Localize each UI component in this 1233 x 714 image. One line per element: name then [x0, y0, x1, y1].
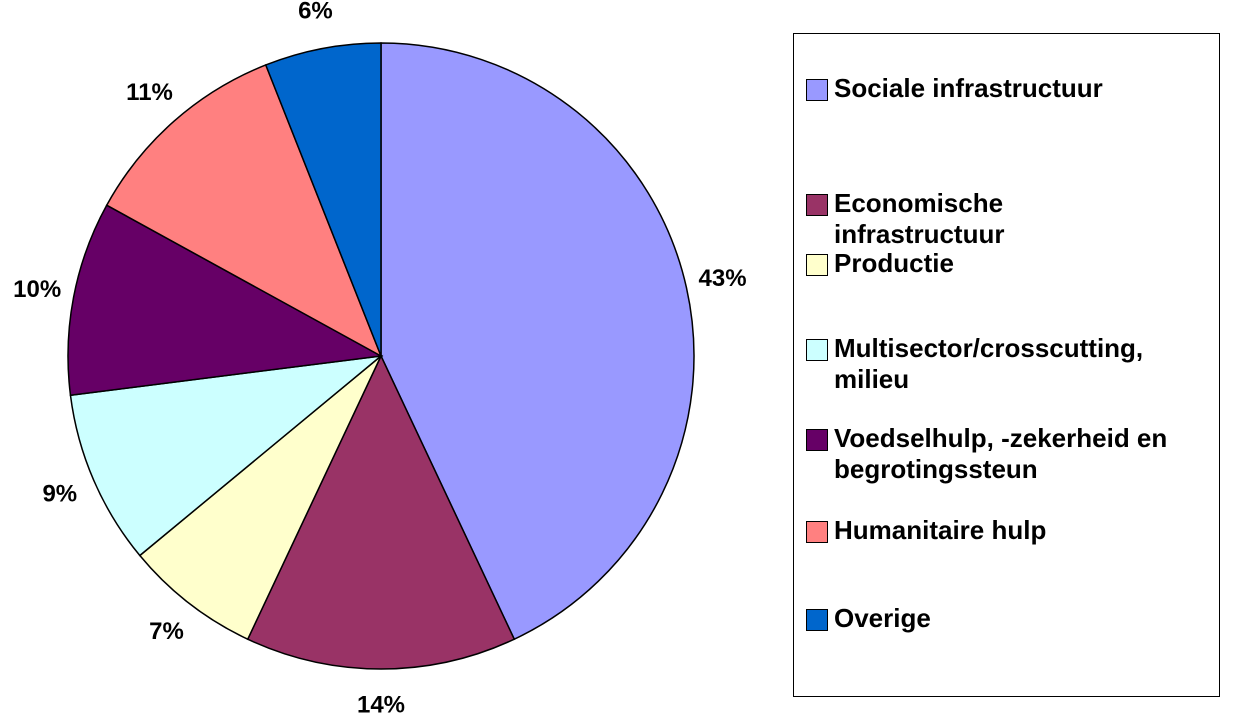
data-label: 9% — [42, 480, 77, 507]
pie-slice — [67, 204, 384, 397]
data-label: 10% — [13, 276, 61, 303]
legend-swatch — [806, 521, 828, 543]
legend-swatch — [806, 339, 828, 361]
legend-label: Multisector/crosscutting, milieu — [834, 333, 1144, 394]
pie-slice — [380, 42, 695, 641]
pie-slice — [138, 355, 382, 641]
data-label: 7% — [149, 618, 184, 645]
pie-slice — [105, 64, 383, 358]
legend-label: Overige — [834, 603, 931, 633]
pie-area: 43% 14% 7% 9% 10% 11% 6% — [13, 0, 747, 714]
data-label: 11% — [126, 79, 173, 106]
legend-label: Economische infrastructuur — [834, 188, 1005, 249]
data-label: 6% — [298, 0, 333, 25]
legend-label: Humanitaire hulp — [834, 515, 1047, 545]
legend-item: Multisector/crosscutting, milieu — [806, 333, 1174, 395]
legend-item: Overige — [806, 603, 1174, 634]
legend-swatch — [806, 194, 828, 216]
pie-slice — [264, 42, 382, 357]
legend-swatch — [806, 609, 828, 631]
legend-swatch — [806, 429, 828, 451]
data-label: 43% — [699, 265, 747, 292]
legend-item: Economische infrastructuur — [806, 188, 1174, 250]
legend-item: Humanitaire hulp — [806, 515, 1174, 546]
legend-label: Voedselhulp, -zekerheid en begrotingsste… — [834, 423, 1168, 484]
legend-item: Voedselhulp, -zekerheid en begrotingsste… — [806, 423, 1174, 485]
legend-item: Productie — [806, 248, 1174, 279]
legend-label: Productie — [834, 248, 954, 278]
legend-swatch — [806, 254, 828, 276]
pie-slice — [246, 354, 516, 670]
legend-item: Sociale infrastructuur — [806, 73, 1174, 104]
legend-swatch — [806, 79, 828, 101]
data-label: 14% — [357, 691, 405, 714]
legend-label: Sociale infrastructuur — [834, 73, 1103, 103]
pie-slice — [69, 354, 384, 557]
legend: Sociale infrastructuur Economische infras… — [793, 33, 1220, 697]
